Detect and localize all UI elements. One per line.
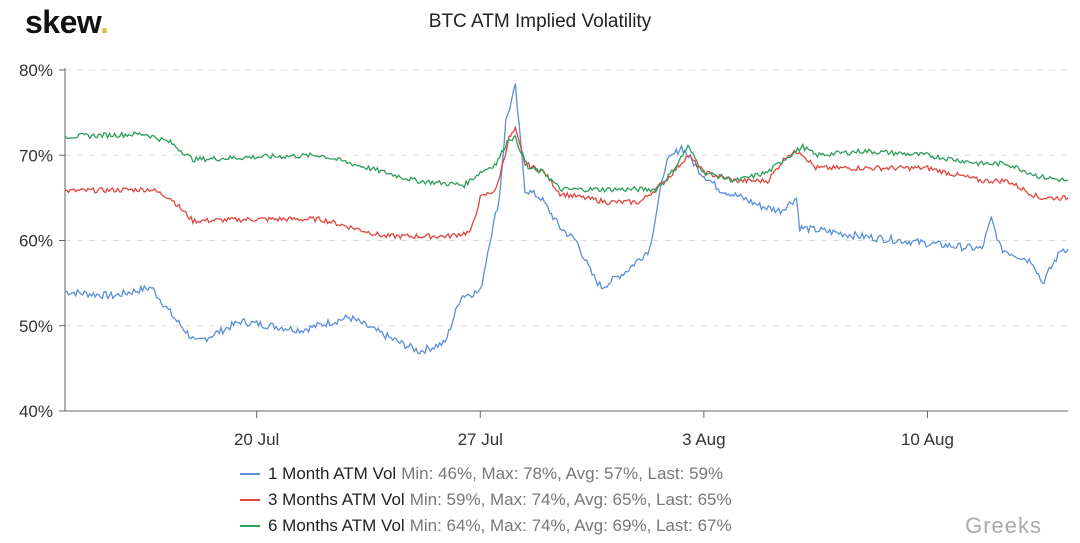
x-tick-label: 20 Jul bbox=[234, 430, 279, 449]
y-tick-label: 40% bbox=[19, 402, 53, 421]
legend-name: 6 Months ATM Vol bbox=[268, 516, 405, 535]
legend-item[interactable]: 3 Months ATM Vol Min: 59%, Max: 74%, Avg:… bbox=[240, 487, 732, 513]
legend-name: 1 Month ATM Vol bbox=[268, 464, 397, 483]
legend-item[interactable]: 1 Month ATM Vol Min: 46%, Max: 78%, Avg: … bbox=[240, 461, 732, 487]
chart-title: BTC ATM Implied Volatility bbox=[428, 11, 652, 32]
legend: 1 Month ATM Vol Min: 46%, Max: 78%, Avg: … bbox=[240, 461, 732, 539]
legend-swatch bbox=[240, 525, 260, 527]
logo-text: skew bbox=[25, 4, 101, 40]
skew-logo: skew. bbox=[25, 4, 109, 41]
logo-dot: . bbox=[100, 4, 109, 40]
series-line-2 bbox=[64, 125, 1069, 241]
legend-name: 3 Months ATM Vol bbox=[268, 490, 405, 509]
legend-stats: Min: 59%, Max: 74%, Avg: 65%, Last: 65% bbox=[409, 490, 732, 509]
legend-stats: Min: 64%, Max: 74%, Avg: 69%, Last: 67% bbox=[409, 516, 732, 535]
legend-swatch bbox=[240, 499, 260, 501]
y-tick-label: 50% bbox=[19, 317, 53, 336]
y-tick-label: 60% bbox=[19, 232, 53, 251]
watermark: Greeks bbox=[965, 513, 1042, 538]
series-line-3 bbox=[64, 131, 1069, 194]
legend-swatch bbox=[240, 473, 260, 475]
x-tick-label: 3 Aug bbox=[682, 430, 726, 449]
series-line-1 bbox=[64, 83, 1069, 355]
x-tick-label: 10 Aug bbox=[901, 430, 954, 449]
y-tick-label: 80% bbox=[19, 61, 53, 80]
legend-item[interactable]: 6 Months ATM Vol Min: 64%, Max: 74%, Avg:… bbox=[240, 513, 732, 539]
legend-stats: Min: 46%, Max: 78%, Avg: 57%, Last: 59% bbox=[401, 464, 724, 483]
x-tick-label: 27 Jul bbox=[458, 430, 503, 449]
y-tick-label: 70% bbox=[19, 146, 53, 165]
